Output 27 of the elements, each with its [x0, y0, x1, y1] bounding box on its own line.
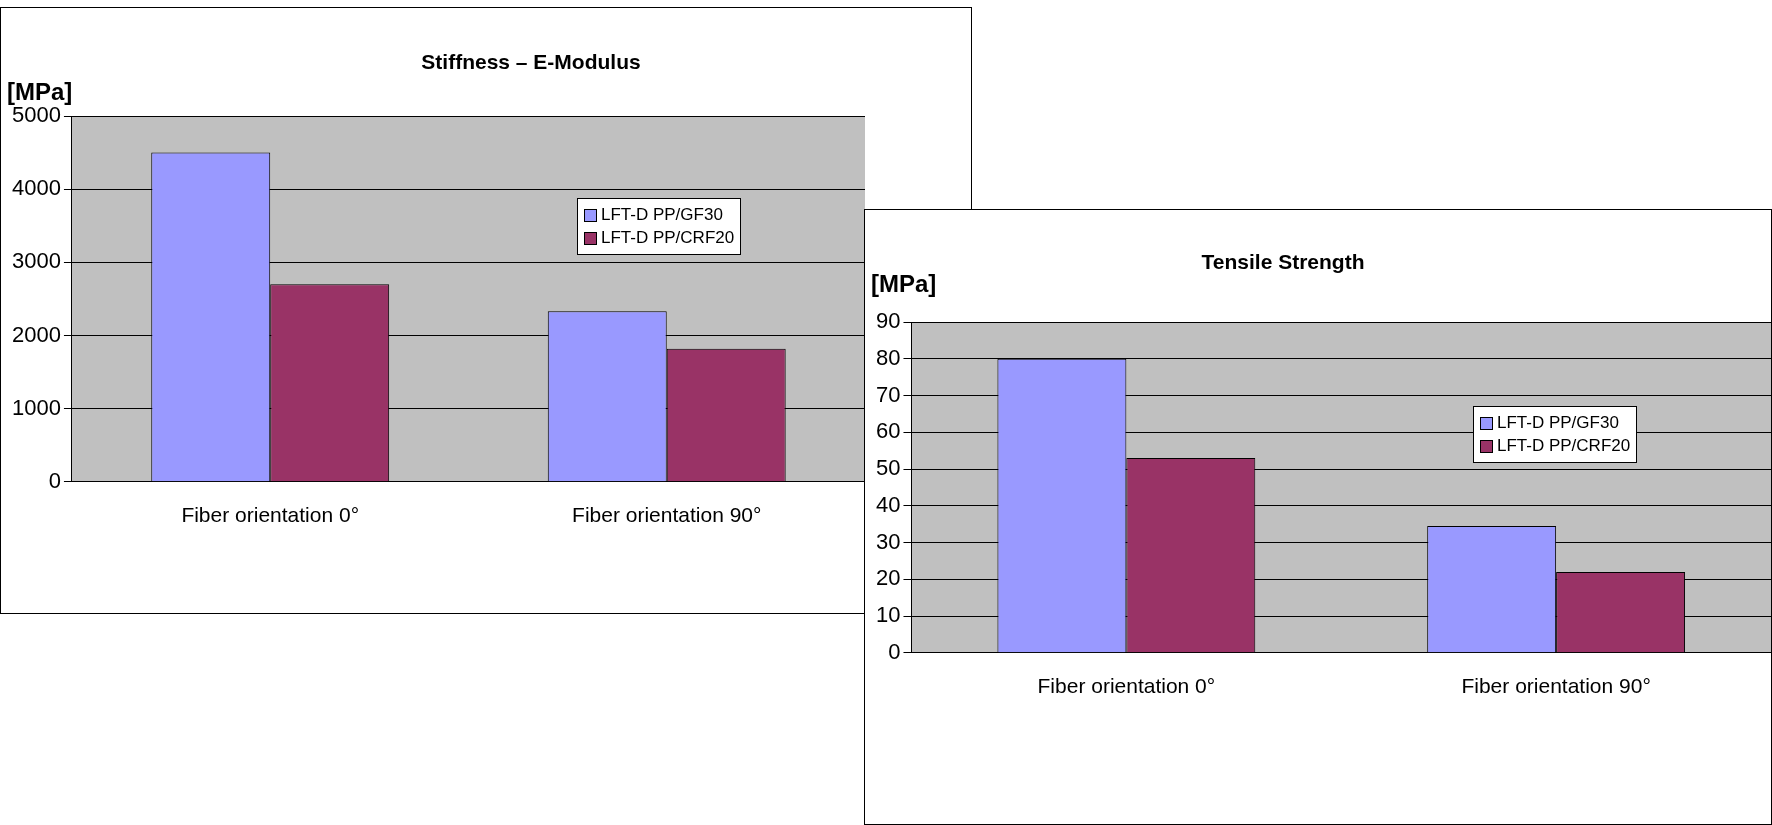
y-tick-label: 20 [875, 565, 901, 591]
y-tick-label: 30 [875, 528, 901, 554]
y-tick-label: 40 [875, 491, 901, 517]
chart-title: Tensile Strength [1201, 250, 1365, 274]
y-tick-label: 90 [875, 308, 901, 334]
legend-label: LFT-D PP/GF30 [1497, 413, 1619, 433]
y-tick-label: 60 [875, 418, 901, 444]
legend-label: LFT-D PP/CRF20 [1497, 436, 1631, 456]
y-tick-label: 3000 [11, 248, 61, 274]
legend-label: LFT-D PP/GF30 [601, 205, 723, 225]
y-tick-label: 0 [888, 638, 901, 664]
y-tick-label: 2000 [11, 321, 61, 347]
y-axis-title: [MPa] [871, 270, 937, 298]
y-tick-label: 1000 [11, 394, 61, 420]
y-tick-label: 80 [875, 344, 901, 370]
x-tick-label: Fiber orientation 90° [572, 503, 762, 527]
x-tick-label: Fiber orientation 0° [181, 503, 360, 527]
y-tick-label: 0 [48, 467, 61, 493]
x-tick-label: Fiber orientation 0° [1037, 674, 1216, 698]
y-tick-label: 4000 [11, 175, 61, 201]
legend-label: LFT-D PP/CRF20 [601, 228, 735, 248]
y-axis-title: [MPa] [7, 78, 73, 106]
y-tick-label: 10 [875, 602, 901, 628]
y-tick-label: 50 [875, 455, 901, 481]
chart-title: Stiffness – E-Modulus [421, 50, 641, 74]
x-tick-label: Fiber orientation 90° [1461, 674, 1651, 698]
y-tick-label: 70 [875, 381, 901, 407]
